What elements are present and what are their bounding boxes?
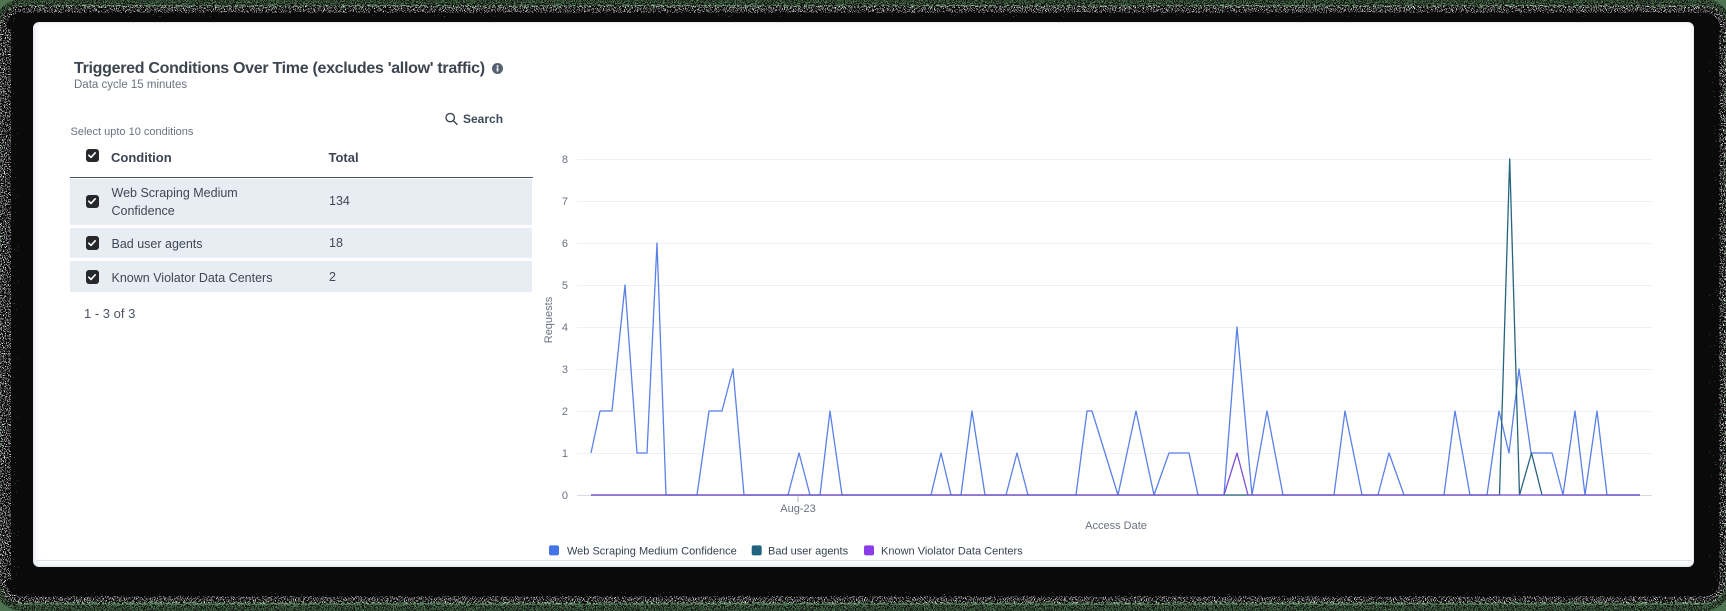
- svg-text:2: 2: [562, 406, 568, 418]
- svg-text:Aug-23: Aug-23: [780, 503, 815, 515]
- svg-text:Access Date: Access Date: [1085, 520, 1147, 532]
- svg-text:Requests: Requests: [543, 296, 555, 343]
- svg-text:Known Violator Data Centers: Known Violator Data Centers: [881, 546, 1023, 558]
- svg-text:3: 3: [562, 364, 568, 376]
- svg-text:5: 5: [562, 280, 568, 292]
- svg-text:6: 6: [562, 238, 568, 250]
- svg-text:0: 0: [562, 490, 568, 502]
- svg-text:Web Scraping Medium Confidence: Web Scraping Medium Confidence: [567, 546, 737, 558]
- svg-text:4: 4: [562, 322, 568, 334]
- svg-text:Bad user agents: Bad user agents: [768, 546, 849, 558]
- svg-text:7: 7: [562, 196, 568, 208]
- svg-text:1: 1: [562, 448, 568, 460]
- svg-text:8: 8: [562, 154, 568, 166]
